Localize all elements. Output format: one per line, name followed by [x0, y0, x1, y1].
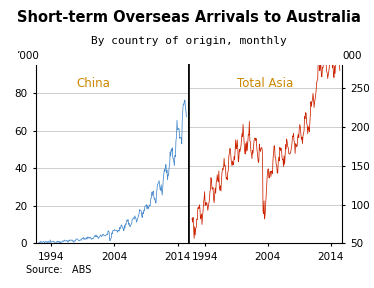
Text: China: China — [77, 77, 111, 90]
Text: Short-term Overseas Arrivals to Australia: Short-term Overseas Arrivals to Australi… — [17, 10, 361, 25]
Text: By country of origin, monthly: By country of origin, monthly — [91, 36, 287, 46]
Text: Source:   ABS: Source: ABS — [26, 265, 92, 275]
Text: ’000: ’000 — [16, 51, 39, 61]
Text: Total Asia: Total Asia — [237, 77, 294, 90]
Text: 000: 000 — [343, 51, 362, 61]
